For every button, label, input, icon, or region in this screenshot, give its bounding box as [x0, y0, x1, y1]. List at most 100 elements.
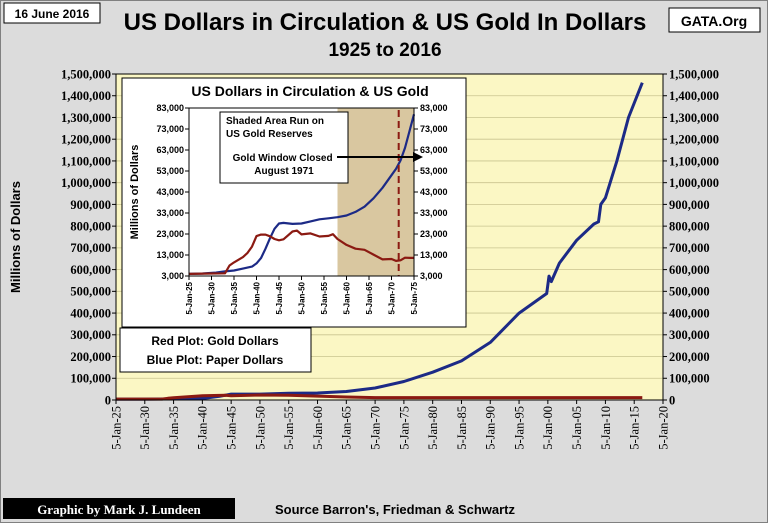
main-x-tick-label: 5-Jan-85 [455, 406, 469, 450]
main-right-tick-label: 500,000 [669, 285, 710, 299]
main-left-tick-label: 1,300,000 [61, 111, 111, 125]
main-right-tick-label: 400,000 [669, 306, 710, 320]
inset-left-axis: 3,000 13,000 23,000 33,000 43,000 53,000 63,00… [156, 103, 189, 281]
main-left-tick-label: 400,000 [70, 306, 111, 320]
main-right-tick-label: 900,000 [669, 198, 710, 212]
date-label: 16 June 2016 [15, 7, 90, 21]
main-x-tick-label: 5-Jan-55 [282, 406, 296, 450]
main-x-tick-label: 5-Jan-05 [570, 406, 584, 450]
inset-right-tick-label: 53,000 [420, 166, 448, 176]
main-x-tick-label: 5-Jan-35 [167, 406, 181, 450]
inset-x-tick-label: 5-Jan-30 [207, 281, 216, 314]
main-x-tick-label: 5-Jan-30 [138, 406, 152, 450]
gold-window-note: Gold Window Closed August 1971 [233, 153, 336, 177]
credit-label: Graphic by Mark J. Lundeen [37, 502, 201, 517]
source-label: Source Barron's, Friedman & Schwartz [275, 502, 516, 517]
inset-right-tick-label: 13,000 [420, 250, 448, 260]
source-badge-label: GATA.Org [681, 13, 747, 29]
main-x-tick-label: 5-Jan-00 [541, 406, 555, 450]
main-right-tick-label: 300,000 [669, 328, 710, 342]
main-x-tick-label: 5-Jan-80 [426, 406, 440, 450]
main-plot-border [115, 73, 664, 401]
inset-x-tick-label: 5-Jan-70 [387, 281, 396, 314]
main-left-tick-label: 900,000 [70, 198, 111, 212]
inset-left-tick-label: 43,000 [156, 187, 184, 197]
inset-series-group [188, 114, 416, 275]
main-left-tick-label: 100,000 [70, 372, 111, 386]
main-gold-dollars-line [116, 393, 643, 401]
chart-title: US Dollars in Circulation & US Gold In D… [124, 9, 647, 36]
inset-left-tick-label: 13,000 [156, 250, 184, 260]
inset-x-tick-label: 5-Jan-35 [230, 281, 239, 314]
main-left-tick-label: 1,400,000 [61, 89, 111, 103]
gold-window-note-line1: Gold Window Closed [233, 153, 333, 164]
inset-x-tick-label: 5-Jan-45 [275, 281, 284, 314]
inset-right-tick-label: 43,000 [420, 187, 448, 197]
main-right-tick-label: 200,000 [669, 350, 710, 364]
main-x-tick-label: 5-Jan-90 [484, 406, 498, 450]
date-badge [3, 2, 101, 24]
inset-left-tick-label: 83,000 [156, 103, 184, 113]
inset-title: US Dollars in Circulation & US Gold [191, 83, 428, 99]
main-x-tick-label: 5-Jan-15 [628, 406, 642, 450]
main-right-tick-label: 0 [669, 393, 675, 407]
main-right-tick-label: 100,000 [669, 372, 710, 386]
inset-right-axis: 3,000 13,000 23,000 33,000 43,000 53,000 63,00… [414, 103, 448, 281]
chart-subtitle: 1925 to 2016 [328, 40, 441, 61]
inset-right-tick-label: 73,000 [420, 124, 448, 134]
main-left-tick-label: 1,500,000 [61, 67, 111, 81]
inset-left-tick-label: 73,000 [156, 124, 184, 134]
source-badge [668, 7, 761, 33]
gold-window-arrow-head [413, 152, 423, 162]
shaded-area-note-line1: Shaded Area Run on [226, 116, 324, 127]
inset-x-tick-label: 5-Jan-75 [410, 281, 419, 314]
main-x-tick-label: 5-Jan-95 [512, 406, 526, 450]
main-series-group [116, 82, 644, 401]
inset-left-tick-label: 3,000 [161, 271, 184, 281]
main-left-tick-label: 200,000 [70, 350, 111, 364]
inset-right-tick-label: 33,000 [420, 208, 448, 218]
inset-left-tick-label: 23,000 [156, 229, 184, 239]
main-x-tick-label: 5-Jan-50 [253, 406, 267, 450]
main-right-tick-label: 800,000 [669, 220, 710, 234]
main-left-tick-label: 700,000 [70, 241, 111, 255]
main-x-tick-label: 5-Jan-70 [368, 406, 382, 450]
legend-line-1: Red Plot: Gold Dollars [151, 334, 279, 348]
inset-x-tick-label: 5-Jan-50 [297, 281, 306, 314]
inset-gold-dollars-line [188, 229, 414, 275]
credit-badge [3, 498, 235, 519]
main-right-tick-label: 1,500,000 [669, 67, 719, 81]
main-x-tick-label: 5-Jan-65 [340, 406, 354, 450]
main-y-axis-label: Millions of Dollars [8, 181, 23, 293]
main-right-tick-label: 1,200,000 [669, 133, 719, 147]
main-left-tick-label: 300,000 [70, 328, 111, 342]
inset-x-tick-label: 5-Jan-40 [252, 281, 261, 314]
main-x-tick-label: 5-Jan-40 [196, 406, 210, 450]
main-right-tick-label: 1,400,000 [669, 89, 719, 103]
inset-paper-dollars-line [188, 114, 416, 275]
main-left-axis: 0 100,000 200,000 300,000 400,000 500,000 600,… [61, 67, 116, 407]
main-x-tick-label: 5-Jan-10 [599, 406, 613, 450]
inset-x-tick-label: 5-Jan-60 [342, 281, 351, 314]
main-left-tick-label: 500,000 [70, 285, 111, 299]
main-left-tick-label: 1,000,000 [61, 176, 111, 190]
inset-right-tick-label: 83,000 [420, 103, 448, 113]
main-left-tick-label: 1,100,000 [61, 154, 111, 168]
main-x-tick-label: 5-Jan-20 [656, 406, 670, 450]
main-right-tick-label: 700,000 [669, 241, 710, 255]
inset-left-tick-label: 53,000 [156, 166, 184, 176]
main-x-tick-label: 5-Jan-45 [225, 406, 239, 450]
legend-box [119, 327, 312, 373]
inset-x-tick-label: 5-Jan-55 [320, 281, 329, 314]
main-x-tick-label: 5-Jan-25 [109, 406, 123, 450]
inset-x-tick-label: 5-Jan-25 [185, 281, 194, 314]
inset-y-axis-label: Millions of Dollars [129, 145, 141, 240]
shaded-area-note-line2: US Gold Reserves [226, 129, 313, 140]
main-right-axis: 0 100,000 200,000 300,000 400,000 500,000 600,… [663, 67, 719, 407]
main-right-tick-label: 1,100,000 [669, 154, 719, 168]
inset-right-tick-label: 23,000 [420, 229, 448, 239]
inset-right-tick-label: 3,000 [420, 271, 443, 281]
inset-x-tick-label: 5-Jan-65 [365, 281, 374, 314]
main-x-axis: 5-Jan-25 5-Jan-30 5-Jan-35 5-Jan-40 5-Jan-45… [109, 400, 670, 450]
